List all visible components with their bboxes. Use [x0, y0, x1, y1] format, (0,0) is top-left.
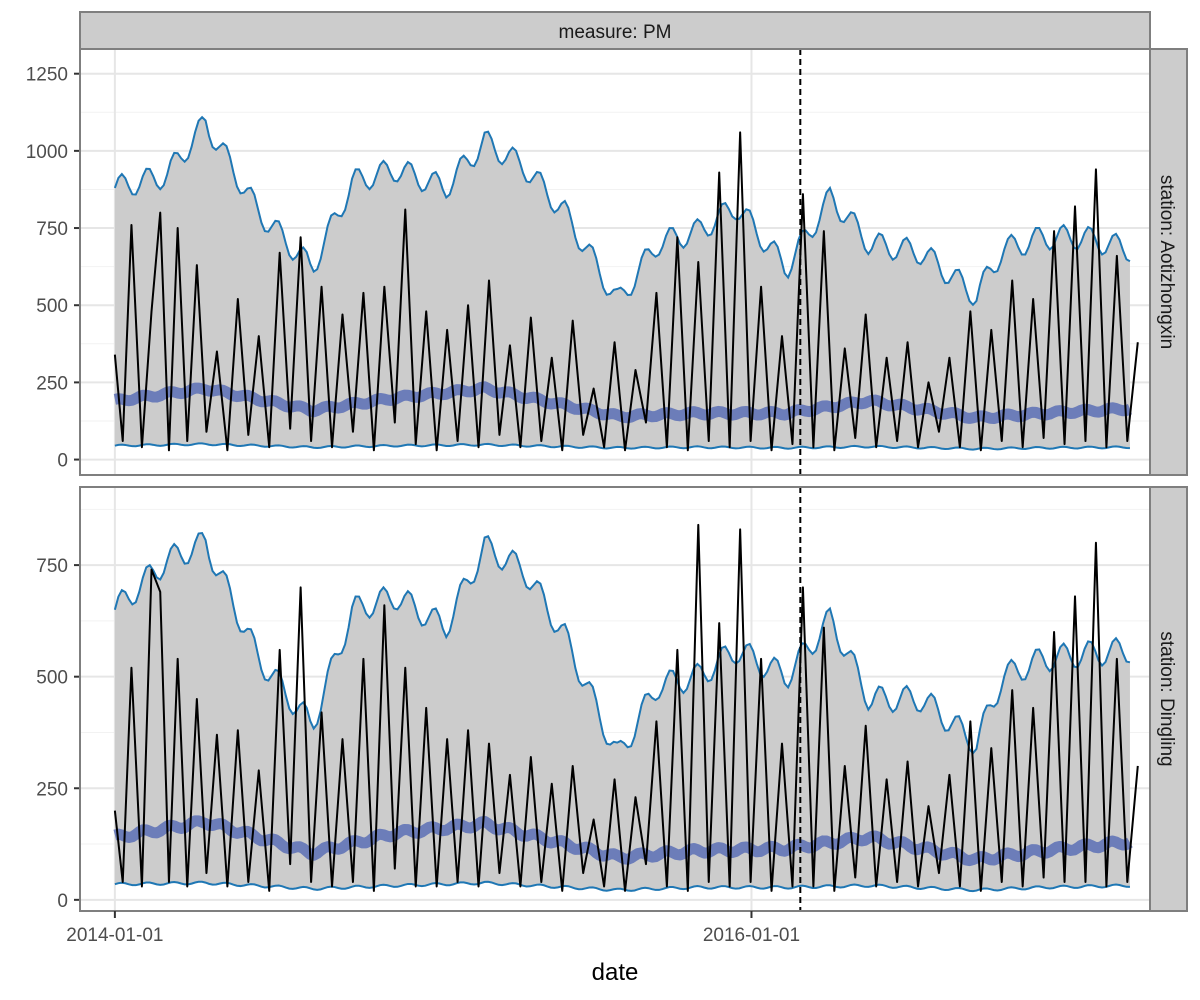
column-strip-label: measure: PM	[559, 22, 672, 43]
y-tick-label: 0	[57, 451, 68, 472]
x-tick-label: 2014-01-01	[66, 925, 163, 946]
upper-bound-series	[113, 531, 1131, 755]
y-tick-label: 1250	[26, 65, 68, 86]
y-tick-label: 0	[57, 891, 68, 912]
x-axis-ticks: 2014-01-01 2016-01-01	[66, 911, 800, 946]
row-strip-label-aotizhongxin: station: Aotizhongxin	[1156, 175, 1177, 349]
panel-aotizhongxin: 0 250 500 750 1000 1250 station: Aotizhongxin	[26, 48, 1188, 476]
panel-marks	[112, 487, 1139, 911]
panel-marks	[112, 49, 1139, 475]
y-tick-label: 1000	[26, 142, 68, 163]
column-strip	[79, 11, 1151, 50]
x-tick-label: 2016-01-01	[703, 925, 800, 946]
y-tick-label: 500	[36, 296, 68, 317]
observed-series	[113, 523, 1139, 892]
upper-bound-series	[113, 115, 1131, 307]
y-axis-ticks: 0 250 500 750	[36, 556, 80, 912]
y-tick-label: 250	[36, 373, 68, 394]
y-tick-label: 750	[36, 556, 68, 577]
lower-bound-series	[114, 880, 1130, 893]
y-tick-label: 500	[36, 668, 68, 689]
y-tick-label: 750	[36, 219, 68, 240]
panel-dingling: 0 250 500 750 station: Dingling	[36, 486, 1188, 912]
row-strip-dingling	[1149, 486, 1188, 912]
row-strip-label-dingling: station: Dingling	[1156, 631, 1177, 766]
y-tick-label: 250	[36, 779, 68, 800]
x-axis-title: date	[592, 959, 639, 986]
interval-band	[114, 533, 1130, 892]
observed-series	[113, 131, 1139, 452]
lower-bound-series	[114, 442, 1130, 451]
row-strip-aotizhongxin	[1149, 48, 1188, 476]
y-axis-ticks: 0 250 500 750 1000 1250	[26, 65, 80, 472]
